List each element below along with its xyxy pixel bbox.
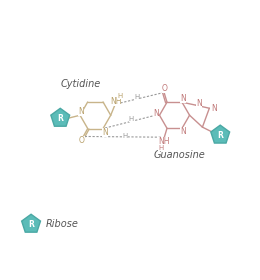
Text: Cytidine: Cytidine	[60, 79, 101, 88]
Text: N: N	[211, 104, 217, 113]
Text: H: H	[129, 116, 134, 122]
Text: H: H	[134, 94, 139, 100]
Text: H: H	[118, 93, 123, 99]
Text: N: N	[78, 107, 84, 116]
Text: N: N	[180, 127, 186, 136]
Text: H: H	[158, 145, 164, 151]
Text: NH: NH	[110, 97, 121, 106]
Text: Guanosine: Guanosine	[154, 150, 205, 160]
Text: O: O	[162, 84, 168, 93]
Text: H: H	[123, 133, 128, 139]
Text: N: N	[102, 127, 108, 137]
Text: R: R	[217, 130, 223, 139]
Text: Ribose: Ribose	[46, 219, 79, 229]
Text: N: N	[180, 94, 186, 103]
Polygon shape	[51, 108, 70, 126]
Text: R: R	[57, 114, 63, 123]
Polygon shape	[211, 125, 230, 143]
Text: N: N	[197, 99, 202, 108]
Text: NH: NH	[158, 137, 170, 146]
Text: N: N	[153, 109, 159, 118]
Text: O: O	[79, 136, 85, 145]
Text: R: R	[28, 220, 34, 229]
Polygon shape	[22, 214, 41, 232]
